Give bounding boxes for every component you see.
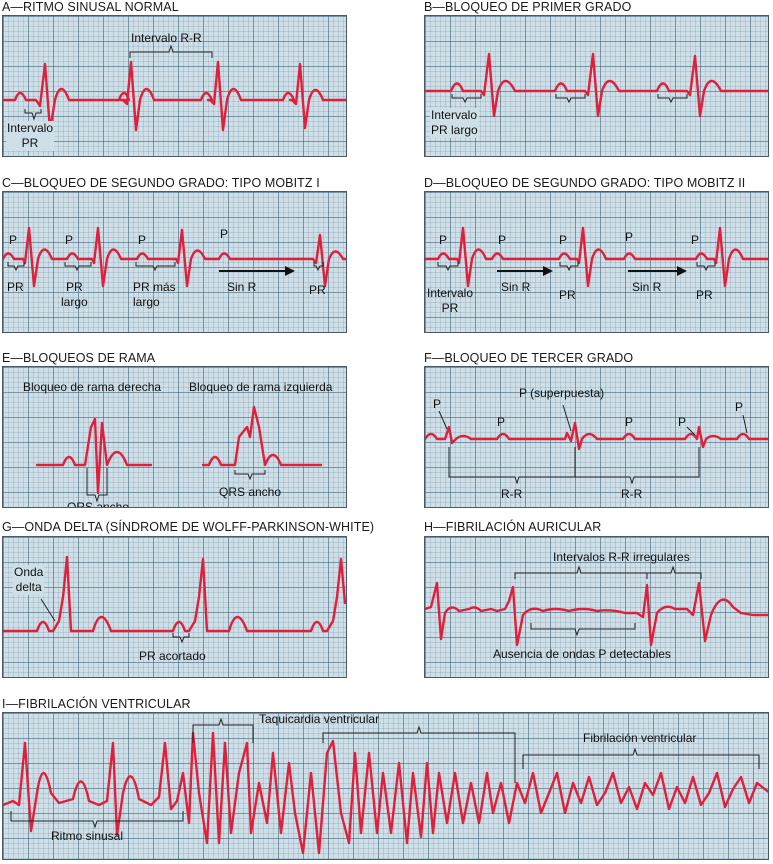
label-p-superimposed: P (superpuesta) — [519, 386, 605, 400]
ecg-trace-e — [35, 405, 323, 503]
panel-b-title: B—BLOQUEO DE PRIMER GRADO — [424, 0, 632, 14]
label-sinus-rhythm: Ritmo sinusal — [51, 829, 124, 843]
label-p-c2: P — [65, 233, 74, 247]
panel-f-title: F—BLOQUEO DE TERCER GRADO — [424, 351, 634, 365]
ecg-trace-a — [3, 44, 346, 132]
panel-h-title: H—FIBRILACIÓN AURICULAR — [424, 520, 602, 534]
label-pr-interval-a: Intervalo PR — [6, 121, 55, 151]
label-wide-qrs-right: QRS ancho — [67, 500, 130, 508]
label-rr-f2: R-R — [621, 487, 643, 501]
label-pr-d-last: PR — [696, 288, 713, 302]
label-p-d3: P — [559, 233, 568, 247]
label-left-bbb: Bloqueo de rama izquierda — [189, 380, 333, 394]
label-delta-wave: Onda delta — [13, 565, 45, 595]
label-rr-f1: R-R — [501, 487, 523, 501]
ecg-trace-f — [425, 404, 768, 485]
label-p-c1: P — [9, 233, 18, 247]
panel-i-ventricular-fib: Taquicardia ventricular Fibrilación vent… — [2, 712, 769, 860]
label-vf: Fibrilación ventricular — [583, 731, 697, 745]
panel-a-normal-sinus: Intervalo R-R Intervalo PR — [2, 15, 347, 157]
label-p-f3: P — [625, 415, 634, 429]
label-no-r-d2: Sin R — [632, 280, 662, 294]
label-p-d5: P — [691, 233, 700, 247]
ecg-trace-g — [3, 555, 346, 644]
panel-a-title: A—RITMO SINUSAL NORMAL — [2, 0, 179, 14]
panel-h-atrial-fib: Intervalos R-R irregulares Ausencia de o… — [424, 536, 769, 678]
panel-b-first-degree: Intervalo PR largo — [424, 15, 769, 157]
panel-e-title: E—BLOQUEOS DE RAMA — [2, 351, 156, 365]
label-p-f1: P — [433, 397, 442, 411]
panel-f-third-degree: P P P (superpuesta) P P P R-R R-R — [424, 366, 769, 508]
panel-c-mobitz-i: P P P P PR PR largo PR más largo Sin R P… — [2, 191, 347, 333]
panel-i-title: I—FIBRILACIÓN VENTRICULAR — [2, 697, 191, 711]
label-no-p-waves: Ausencia de ondas P detectables — [493, 647, 671, 661]
label-p-d2: P — [498, 233, 507, 247]
label-pr-short: PR acortado — [139, 649, 206, 663]
panel-g-title: G—ONDA DELTA (SÍNDROME DE WOLFF-PARKINSO… — [2, 520, 375, 534]
label-pr-long-c: PR largo — [61, 280, 88, 309]
panel-g-delta-wave: Onda delta PR acortado — [2, 536, 347, 678]
panel-d-mobitz-ii: P P P P P Intervalo PR Sin R PR Sin R PR — [424, 191, 769, 333]
label-pr-long-b: Intervalo PR largo — [430, 108, 479, 138]
label-pr-c: PR — [7, 280, 24, 294]
label-pr-longer-c: PR más largo — [133, 280, 176, 309]
label-right-bbb: Bloqueo de rama derecha — [23, 380, 162, 394]
label-pr-d: PR — [559, 288, 576, 302]
label-pr-interval-d: Intervalo PR — [427, 286, 474, 315]
label-p-c4: P — [220, 227, 229, 241]
panel-e-bundle-branch: Bloqueo de rama derecha Bloqueo de rama … — [2, 366, 347, 508]
label-p-f4: P — [678, 415, 687, 429]
label-no-r-c: Sin R — [227, 280, 257, 294]
ecg-trace-c — [3, 226, 346, 288]
label-wide-qrs-left: QRS ancho — [219, 485, 282, 499]
label-p-d1: P — [439, 233, 448, 247]
label-vt: Taquicardia ventricular — [259, 712, 380, 726]
label-no-r-d1: Sin R — [501, 280, 531, 294]
label-p-c3: P — [138, 233, 147, 247]
label-p-f2: P — [497, 415, 506, 429]
label-pr-c-last: PR — [309, 283, 326, 297]
ecg-trace-h — [425, 565, 768, 647]
label-p-d4: P — [625, 230, 634, 244]
ecg-trace-b — [425, 52, 768, 118]
panel-c-title: C—BLOQUEO DE SEGUNDO GRADO: TIPO MOBITZ … — [2, 176, 320, 190]
panel-d-title: D—BLOQUEO DE SEGUNDO GRADO: TIPO MOBITZ … — [424, 176, 746, 190]
ecg-trace-d — [425, 226, 768, 288]
label-rr-irregular: Intervalos R-R irregulares — [553, 550, 690, 564]
label-rr-interval-a: Intervalo R-R — [131, 31, 202, 45]
label-p-f5: P — [735, 400, 744, 414]
ecg-trace-i — [3, 717, 768, 855]
